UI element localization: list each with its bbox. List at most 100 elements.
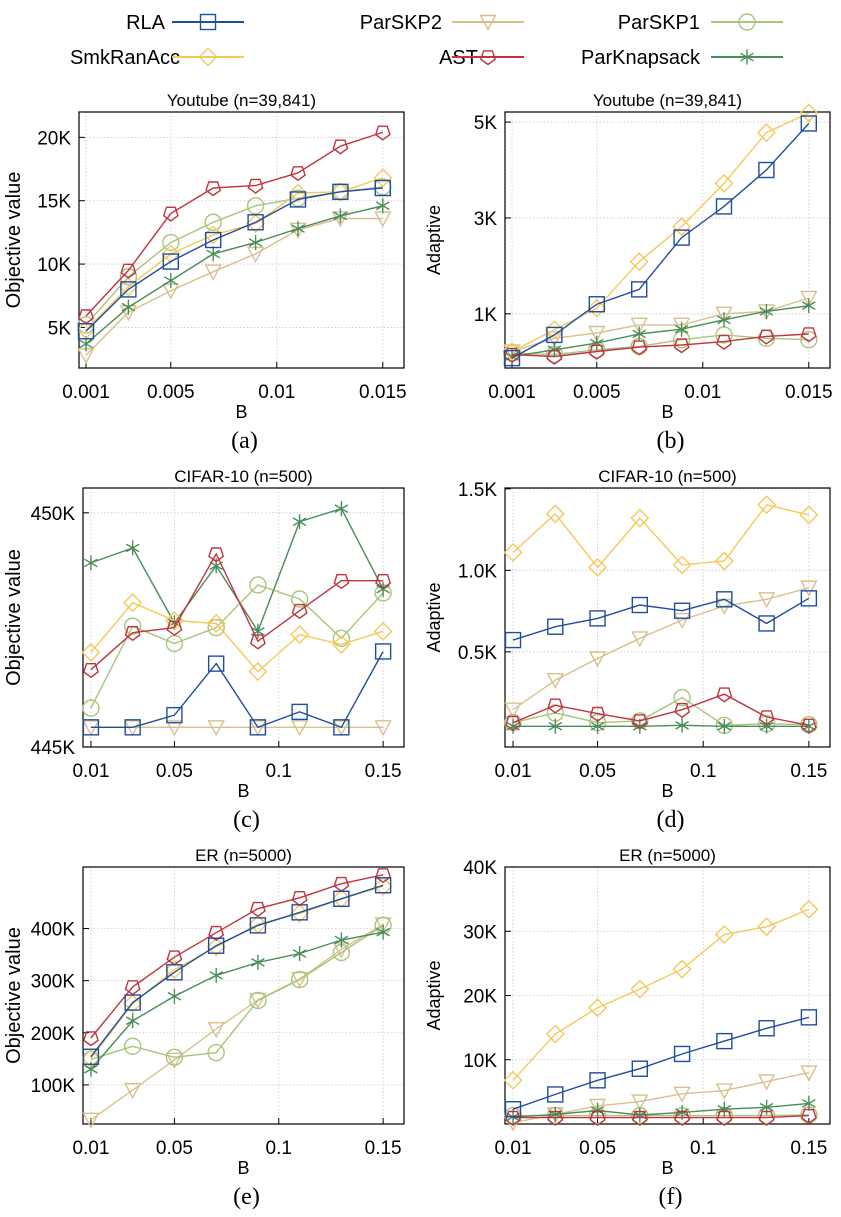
data-point [373,876,393,896]
y-tick-label: 3K [474,209,498,230]
data-point [123,617,142,635]
data-point [588,651,607,668]
data-point [374,125,391,141]
x-tick-label: 0.1 [690,761,716,782]
data-point [800,1065,818,1082]
data-point [546,326,563,344]
series-line [512,587,810,711]
series-parknapsack [79,198,390,352]
data-point [249,917,267,934]
legend-entry-parknapsack[interactable]: ParKnapsack [581,47,783,69]
series-line [90,552,384,671]
data-point [290,625,310,645]
legend-marker-circle-icon [738,13,756,31]
series-parskp1 [82,576,392,717]
data-point [758,1110,775,1126]
series-ast [82,868,392,1047]
data-point [123,593,143,613]
series-line [513,1114,809,1117]
x-tick-label: 0.05 [156,761,193,782]
x-tick-label: 0.15 [365,761,402,782]
chart-title: Youtube (n=39,841) [167,91,316,110]
series-line [85,186,383,326]
legend-entry-parskp2[interactable]: ParSKP2 [360,12,524,34]
data-point [333,719,350,736]
data-point [715,1083,734,1100]
data-point [246,197,265,215]
series-rla [503,115,817,367]
data-point [502,341,522,361]
data-point [77,323,95,340]
data-point [588,998,608,1018]
series-ast [82,547,392,679]
data-point [630,508,650,528]
x-tick-label: 0.001 [62,382,110,403]
data-point [289,191,307,208]
legend-entry-parskp1[interactable]: ParSKP1 [618,12,783,34]
data-point [249,992,267,1009]
series-line [85,205,383,345]
x-axis-label: B [661,781,673,801]
data-point [204,264,222,281]
data-point [251,623,265,639]
data-point [675,717,689,733]
panel-caption: (f) [659,1184,683,1210]
data-point [714,551,734,571]
data-point [674,321,689,337]
y-tick-label: 450K [31,504,76,525]
data-point [630,317,648,334]
data-point [758,329,775,345]
x-tick-label: 0.01 [72,1138,109,1159]
data-point [631,340,648,356]
panel-b: 0.001 0.005 0.01 0.015 1K 3K 5K Youtube (n=39,8… [424,91,833,454]
data-point [589,706,606,722]
data-point [716,1032,733,1050]
series-line [85,187,383,332]
data-point [207,720,225,737]
x-tick-label: 0.15 [790,1138,827,1159]
data-point [630,979,650,999]
data-point [589,1072,606,1089]
data-point [82,1112,100,1129]
data-point [800,327,817,343]
data-point [717,718,732,734]
data-point [672,317,691,334]
data-point [673,602,691,619]
data-point [631,596,649,614]
data-point [204,231,222,249]
data-point [162,206,179,222]
chart-title: Youtube (n=39,841) [593,91,742,110]
data-point [204,213,222,231]
series-line [511,112,810,353]
x-tick-label: 0.01 [258,382,295,403]
data-point [332,720,351,737]
data-point [674,1110,691,1126]
data-point [82,1031,99,1047]
data-point [291,891,308,907]
data-point [672,217,692,237]
x-tick-label: 0.05 [579,1138,616,1159]
legend-entry-ast[interactable]: AST [439,47,524,69]
data-point [124,980,141,996]
plot-frame [504,111,831,369]
data-point [546,349,563,365]
data-point [166,964,183,981]
data-point [632,326,647,342]
legend-entry-smkranacc[interactable]: SmkRanAcc [70,47,244,69]
y-axis-label: Objective value [3,172,25,309]
legend-entry-rla[interactable]: RLA [126,12,244,34]
legend-marker-diamond-icon [198,47,218,67]
data-point [290,166,306,182]
data-point [118,277,138,297]
data-point [165,720,184,737]
data-point [631,714,648,730]
series-ast [505,687,817,734]
data-point [757,1074,776,1091]
series-line [90,507,384,633]
data-point [672,959,692,979]
data-point [251,954,265,970]
data-point [290,970,309,989]
data-point [673,1086,691,1103]
data-point [548,718,563,734]
data-point [334,501,349,517]
